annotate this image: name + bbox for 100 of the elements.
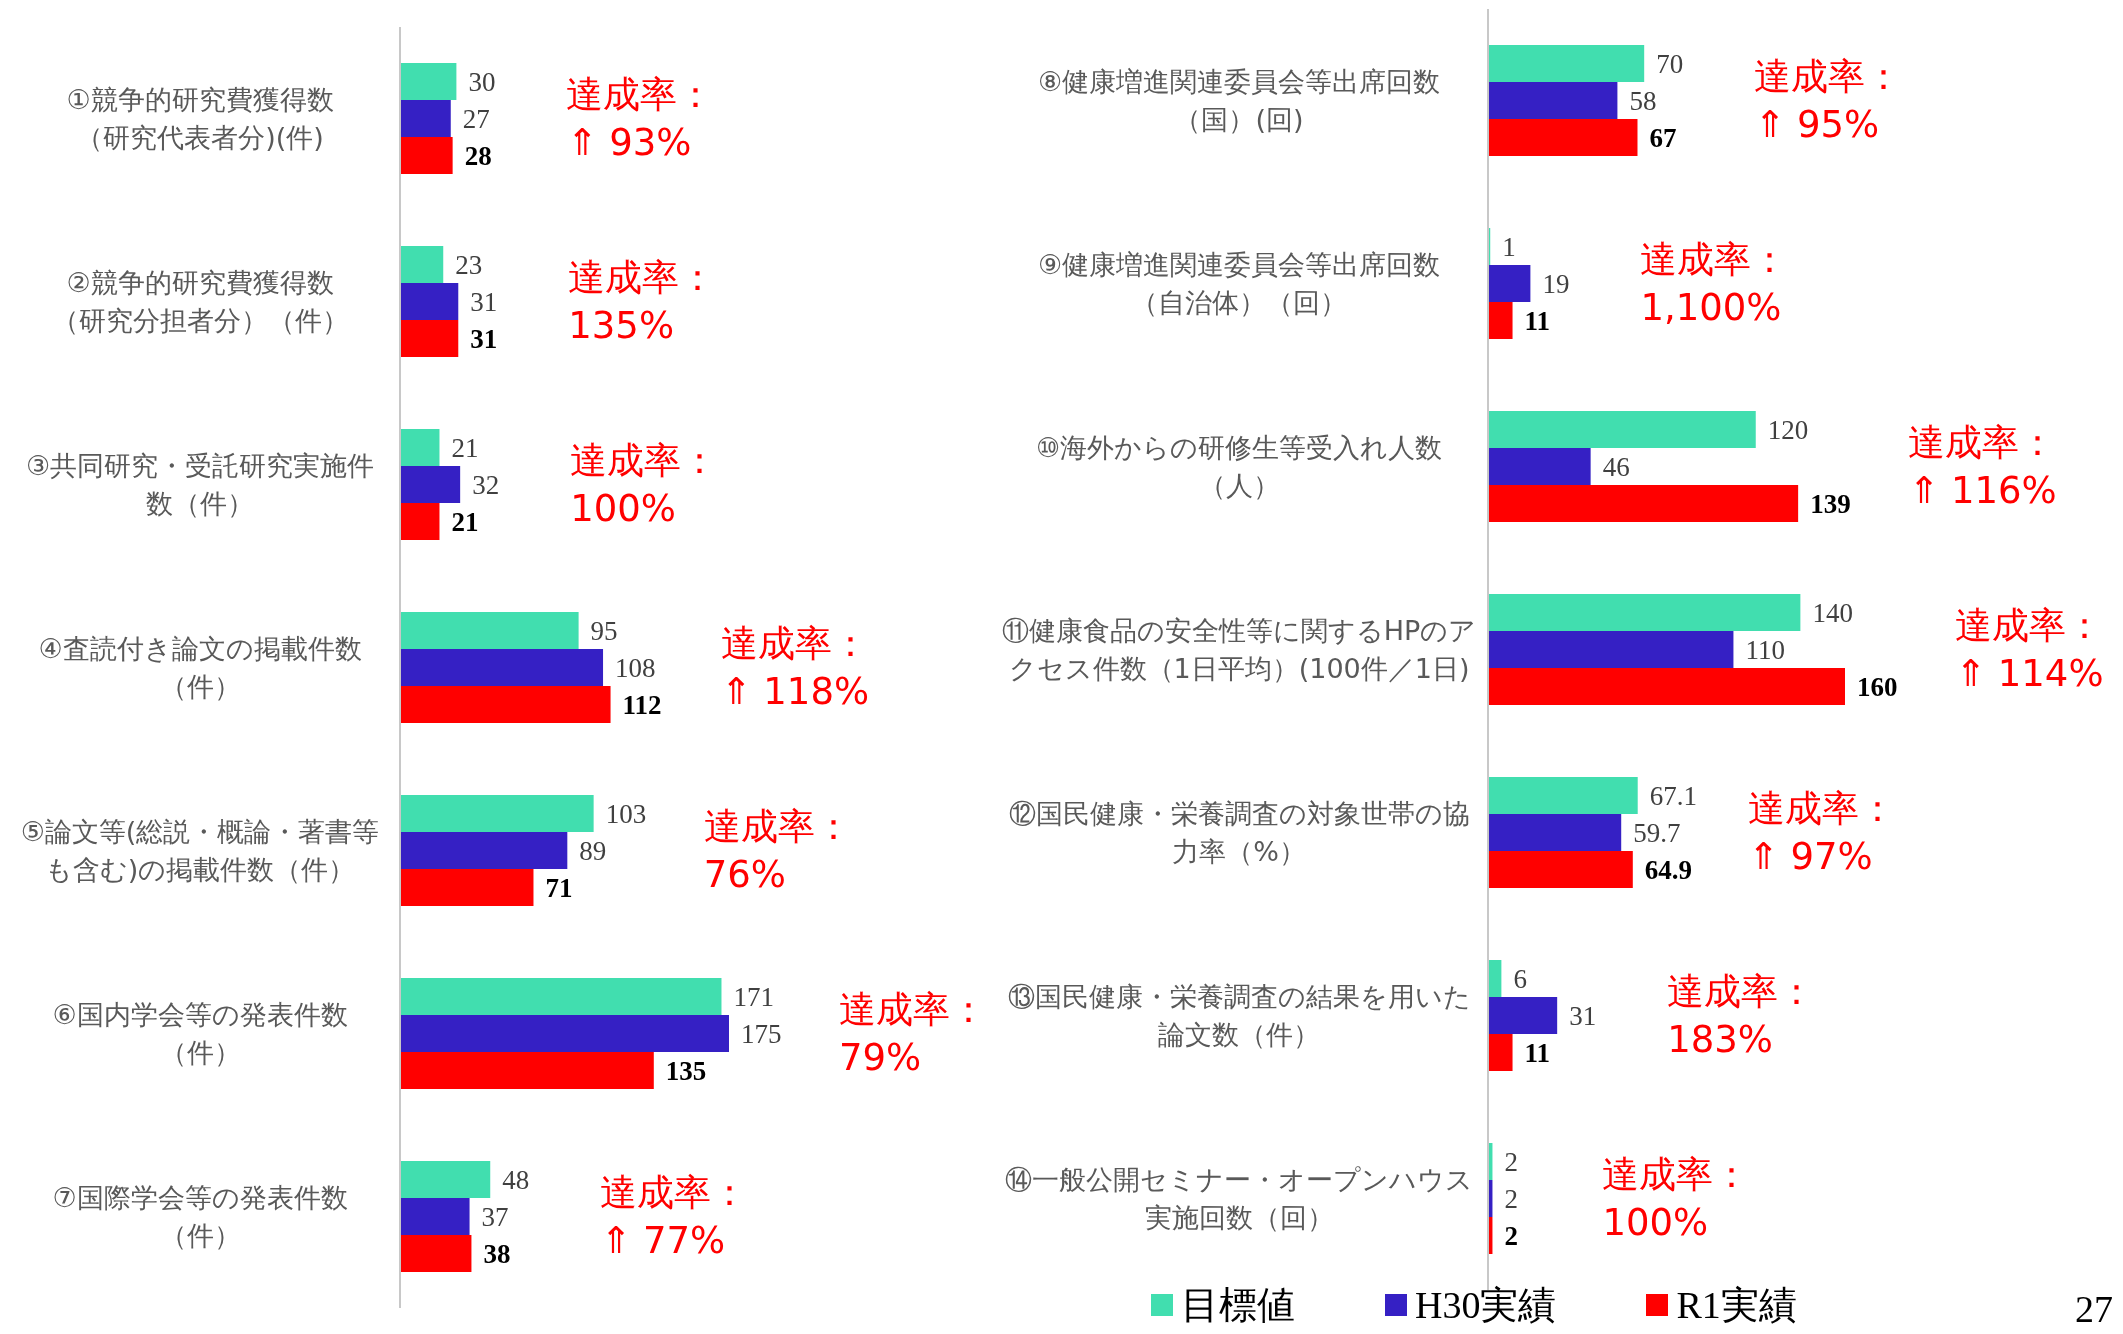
data-label: 139	[1810, 488, 1851, 519]
bar	[1488, 814, 1622, 851]
data-label: 67.1	[1649, 780, 1697, 811]
bar	[400, 869, 534, 906]
bar	[1488, 960, 1502, 997]
data-label: 31	[470, 323, 498, 354]
data-label: 48	[502, 1164, 530, 1195]
bar	[400, 320, 459, 357]
y-tick-label: ⑭一般公開セミナー・オープンハウス実施回数（回）	[1005, 1164, 1473, 1233]
bar	[400, 503, 440, 540]
y-tick-label: ①競争的研究費獲得数（研究代表者分)(件)	[66, 84, 334, 153]
annotation: 達成率： 76%	[703, 803, 852, 898]
bar	[1488, 82, 1618, 119]
data-label: 31	[1569, 1000, 1597, 1031]
data-label: 21	[451, 506, 479, 537]
data-label: 38	[483, 1238, 511, 1269]
data-label: 23	[455, 249, 483, 280]
bar	[400, 832, 568, 869]
bar	[1488, 1034, 1513, 1071]
bar	[1488, 485, 1799, 522]
bar	[1488, 997, 1558, 1034]
text: 達成率： 79%	[839, 986, 987, 1081]
y-tick-label: ⑥国内学会等の発表件数（件）	[52, 999, 348, 1068]
data-label: 95	[590, 615, 618, 646]
bar	[400, 649, 604, 686]
bar	[400, 100, 451, 137]
data-label: 112	[622, 689, 662, 720]
annotation: 達成率： 100%	[570, 437, 719, 532]
data-label: 28	[464, 140, 492, 171]
y-tick-label: ⑤論文等(総説・概論・著書等も含む)の掲載件数（件）	[20, 816, 380, 885]
data-label: 11	[1524, 1037, 1551, 1068]
y-tick-label: ②競争的研究費獲得数（研究分担者分）（件）	[51, 267, 349, 336]
y-tick-label: ④査読付き論文の掲載件数（件）	[38, 633, 362, 702]
data-label: 89	[579, 835, 607, 866]
bar	[400, 63, 457, 100]
annotation: 達成率： ⇑ 93%	[566, 71, 715, 166]
data-label: 160	[1857, 671, 1898, 702]
y-tick-label: ⑬国民健康・栄養調査の結果を用いた論文数（件）	[1007, 981, 1471, 1050]
bar	[1488, 631, 1734, 668]
bar	[1488, 594, 1801, 631]
data-label: 21	[451, 432, 479, 463]
text: 達成率： ⇑ 114%	[1955, 602, 2104, 697]
annotation: 達成率： ⇑ 118%	[720, 620, 870, 715]
text: 達成率： ⇑ 116%	[1908, 419, 2057, 514]
bar	[400, 1052, 654, 1089]
data-label: 120	[1767, 414, 1809, 445]
bar	[1488, 851, 1633, 888]
data-label: 140	[1812, 597, 1853, 628]
y-tick-label: ⑫国民健康・栄養調査の対象世帯の協力率（%）	[1008, 798, 1470, 867]
bar	[400, 429, 440, 466]
bar	[400, 1161, 491, 1198]
data-label: 46	[1602, 451, 1630, 482]
bar	[400, 1015, 729, 1052]
bar	[1488, 119, 1638, 156]
bar	[1488, 448, 1591, 485]
y-tick-label: ⑨健康増進関連委員会等出席回数（自治体）（回）	[1037, 249, 1441, 318]
bar	[1488, 45, 1645, 82]
bar	[1488, 302, 1513, 339]
data-label: 110	[1745, 634, 1785, 665]
legend-label: H30実績	[1415, 1283, 1557, 1327]
data-label: 58	[1629, 85, 1657, 116]
bar	[1488, 265, 1531, 302]
data-label: 11	[1524, 305, 1551, 336]
annotation: 達成率： ⇑ 97%	[1747, 785, 1896, 880]
data-label: 71	[545, 872, 573, 903]
annotation: 達成率： 100%	[1602, 1151, 1751, 1246]
data-label: 2	[1504, 1220, 1518, 1251]
bar	[1488, 411, 1756, 448]
bar	[400, 1198, 470, 1235]
data-label: 103	[605, 798, 647, 829]
data-label: 64.9	[1644, 854, 1693, 885]
data-label: 135	[665, 1055, 707, 1086]
data-label: 171	[733, 981, 774, 1012]
data-label: 30	[468, 66, 496, 97]
data-label: 59.7	[1633, 817, 1681, 848]
bar	[400, 1235, 472, 1272]
data-label: 2	[1504, 1183, 1518, 1214]
data-label: 67	[1649, 122, 1677, 153]
y-tick-label: ⑧健康増進関連委員会等出席回数（国）(回)	[1037, 66, 1441, 135]
data-label: 6	[1513, 963, 1527, 994]
data-label: 32	[472, 469, 500, 500]
y-tick-label: ③共同研究・受託研究実施件数（件）	[25, 450, 375, 519]
data-label: 2	[1504, 1146, 1518, 1177]
data-label: 175	[741, 1018, 782, 1049]
bar	[400, 978, 722, 1015]
data-label: 70	[1656, 48, 1684, 79]
annotation: 達成率： ⇑ 95%	[1754, 53, 1903, 148]
bar	[400, 612, 579, 649]
bar	[1488, 668, 1845, 705]
data-label: 27	[462, 103, 490, 134]
data-label: 31	[470, 286, 498, 317]
data-label: 108	[615, 652, 656, 683]
y-tick-label: ⑦国際学会等の発表件数（件）	[52, 1182, 348, 1251]
bar	[400, 137, 453, 174]
legend-label: 目標値	[1181, 1283, 1295, 1327]
data-label: 37	[481, 1201, 509, 1232]
annotation: 達成率： ⇑ 77%	[600, 1169, 749, 1264]
y-tick-label: ⑪健康食品の安全性等に関するHPのアクセス件数（1日平均）(100件／1日)	[1001, 615, 1477, 684]
bar	[400, 795, 594, 832]
legend-label: R1実績	[1676, 1283, 1797, 1327]
